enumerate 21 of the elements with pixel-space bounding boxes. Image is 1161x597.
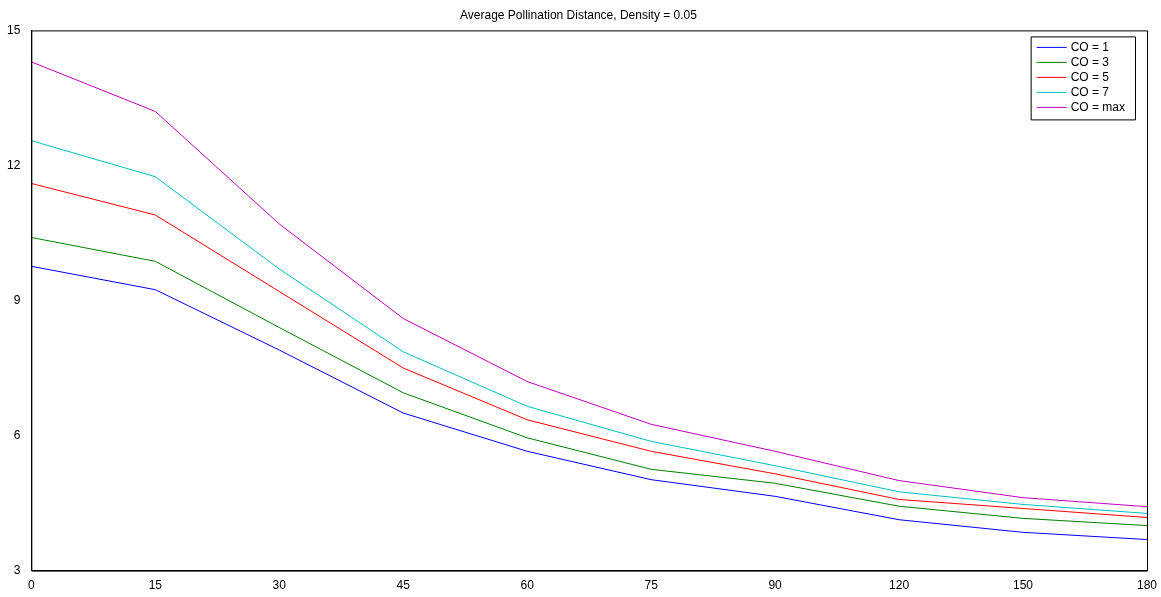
- x-tick-label: 60: [520, 578, 535, 593]
- x-tick-label: 150: [1013, 578, 1034, 593]
- y-tick-label: 9: [13, 292, 21, 307]
- y-tick-label: 15: [6, 22, 21, 37]
- x-tick-label: 30: [272, 578, 287, 593]
- x-tick-label: 75: [644, 578, 659, 593]
- x-tick-label: 180: [1136, 578, 1158, 593]
- x-tick-label: 0: [28, 578, 35, 593]
- x-tick-label: 15: [148, 578, 163, 593]
- y-tick-label: 6: [13, 427, 21, 442]
- legend-label: CO = 5: [1070, 69, 1110, 84]
- legend-label: CO = 7: [1070, 84, 1110, 99]
- y-tick-label: 12: [6, 157, 21, 172]
- legend-label: CO = max: [1070, 99, 1125, 114]
- chart-title: Average Pollination Distance, Density = 0.05: [460, 7, 698, 22]
- x-tick-label: 90: [768, 578, 783, 593]
- y-tick-label: 3: [13, 562, 21, 577]
- x-tick-label: 45: [396, 578, 411, 593]
- legend-label: CO = 3: [1070, 54, 1110, 69]
- x-tick-label: 120: [889, 578, 910, 593]
- legend-label: CO = 1: [1070, 39, 1110, 54]
